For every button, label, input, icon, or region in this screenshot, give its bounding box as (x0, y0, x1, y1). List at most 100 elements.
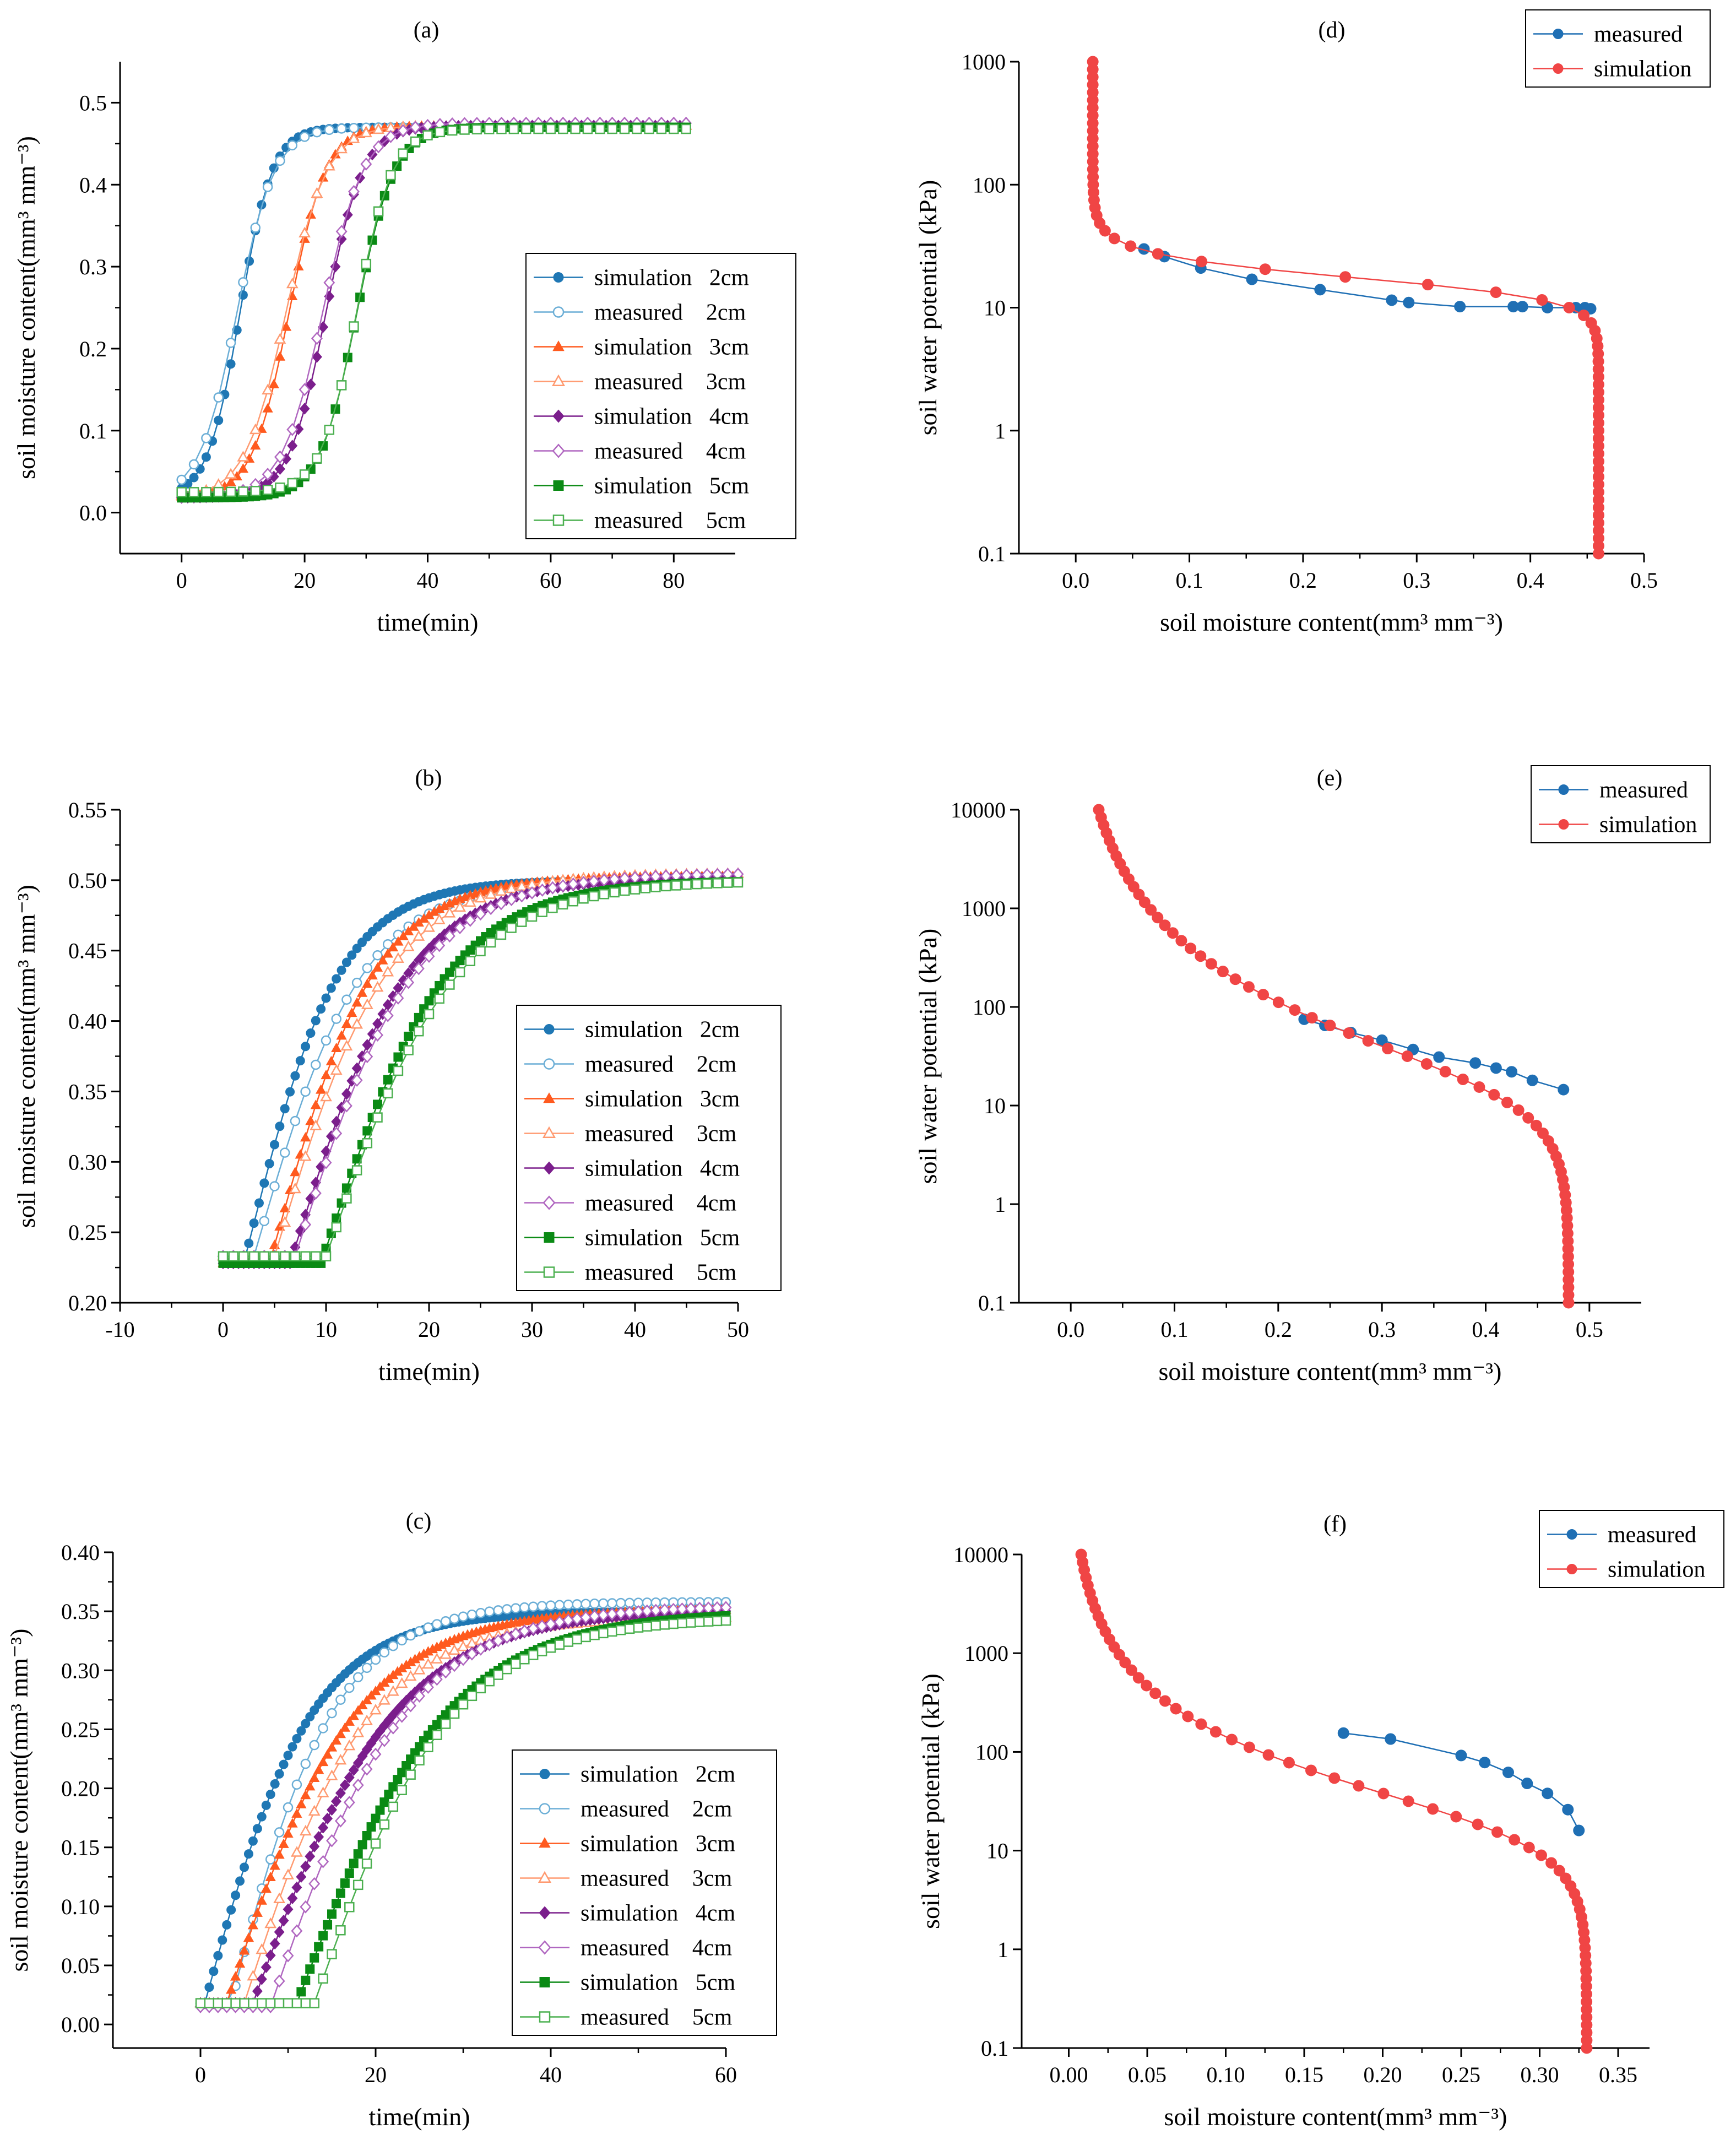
data-point (283, 1751, 293, 1760)
series-1 (195, 1597, 731, 2008)
legend: simulation 2cm measured 2cm simulation 3cm… (525, 253, 796, 539)
data-point (259, 1216, 270, 1226)
legend-marker (543, 1161, 555, 1175)
data-point (1149, 1687, 1162, 1699)
data-point (252, 1824, 262, 1834)
data-point (1125, 240, 1137, 252)
data-point (484, 124, 495, 134)
data-point (361, 1050, 373, 1064)
data-point (378, 1734, 390, 1747)
data-point (372, 1112, 383, 1123)
data-point (1403, 296, 1415, 308)
data-point (432, 1730, 442, 1741)
data-point (295, 1056, 305, 1066)
data-point (176, 474, 187, 485)
data-point (444, 979, 455, 990)
data-point (262, 403, 273, 413)
data-point (578, 893, 589, 904)
data-point (335, 1888, 345, 1898)
legend-marker (551, 374, 566, 386)
data-point (630, 884, 641, 895)
data-point (230, 1998, 241, 2008)
data-point (335, 1694, 346, 1705)
data-point (1195, 1718, 1207, 1730)
x-tick-label: 60 (715, 2062, 737, 2087)
data-point (516, 889, 528, 903)
data-point (1246, 273, 1258, 285)
legend: simulation 2cm measured 2cm simulation 3cm… (516, 1005, 782, 1291)
data-point (517, 917, 527, 927)
data-point (405, 1769, 416, 1780)
legend-box (516, 1005, 782, 1291)
data-point (334, 1753, 347, 1765)
legend-label: simulation (1599, 812, 1697, 838)
x-tick-label: 0.1 (1161, 1317, 1189, 1342)
data-point (1243, 981, 1255, 993)
data-point (1450, 1811, 1462, 1823)
data-point (547, 903, 558, 913)
data-point (496, 929, 507, 940)
y-tick-label: 0.20 (61, 1776, 100, 1801)
data-point (375, 1805, 385, 1815)
legend-label: measured 3cm (581, 1866, 733, 1892)
data-point (308, 1805, 321, 1816)
data-point (261, 1883, 272, 1893)
y-tick-label: 0.55 (68, 798, 107, 822)
data-point (537, 907, 547, 917)
data-point (218, 1935, 227, 1945)
data-point (1205, 958, 1217, 970)
data-point (331, 1222, 341, 1233)
data-point (310, 1099, 321, 1109)
data-point (221, 1998, 232, 2008)
data-point (464, 913, 476, 927)
data-point (268, 378, 279, 388)
data-point (464, 896, 476, 907)
data-point (485, 902, 497, 916)
x-axis-label: soil moisture content(mm³ mm⁻³) (1164, 2103, 1507, 2131)
data-point (244, 1238, 254, 1248)
data-point (474, 892, 487, 903)
data-point (1259, 263, 1271, 275)
data-point (361, 1859, 372, 1869)
data-point (274, 450, 286, 464)
data-point (723, 877, 733, 888)
legend-marker (1558, 784, 1569, 795)
data-point (296, 1799, 307, 1808)
data-point (305, 1850, 316, 1862)
data-point (326, 1055, 337, 1065)
data-point (681, 879, 692, 890)
y-tick-label: 0.30 (61, 1658, 100, 1683)
data-point (300, 1132, 311, 1142)
data-point (300, 1758, 311, 1769)
legend-label: measured 2cm (585, 1052, 737, 1077)
data-point (1152, 248, 1164, 260)
data-point (287, 440, 298, 452)
data-point (397, 1635, 407, 1646)
data-point (344, 1716, 355, 1726)
legend-label: measured 4cm (594, 439, 746, 464)
y-tick-label: 10000 (951, 798, 1006, 822)
data-point (495, 897, 507, 911)
x-tick-label: 0.5 (1630, 568, 1658, 593)
data-point (296, 1871, 307, 1883)
data-point (1537, 1127, 1549, 1139)
legend-box (1531, 765, 1711, 843)
data-point (262, 485, 273, 495)
x-tick-label: 0.0 (1062, 568, 1089, 593)
data-point (1185, 942, 1197, 955)
data-point (249, 1218, 259, 1228)
data-point (475, 946, 486, 957)
data-point (352, 944, 362, 954)
data-point (1472, 1818, 1484, 1830)
series-line (1304, 1019, 1564, 1091)
y-tick-label: 0.40 (61, 1540, 100, 1565)
data-point (201, 452, 211, 462)
legend-marker (1558, 819, 1569, 830)
data-point (238, 1251, 249, 1261)
y-axis-label: soil moisture content(mm³ mm⁻³) (12, 885, 40, 1228)
data-point (299, 1150, 312, 1161)
y-tick-label: 0.50 (68, 868, 107, 893)
legend-label: measured 2cm (594, 300, 746, 326)
data-point (361, 258, 372, 269)
legend: measured simulation (1531, 765, 1711, 843)
